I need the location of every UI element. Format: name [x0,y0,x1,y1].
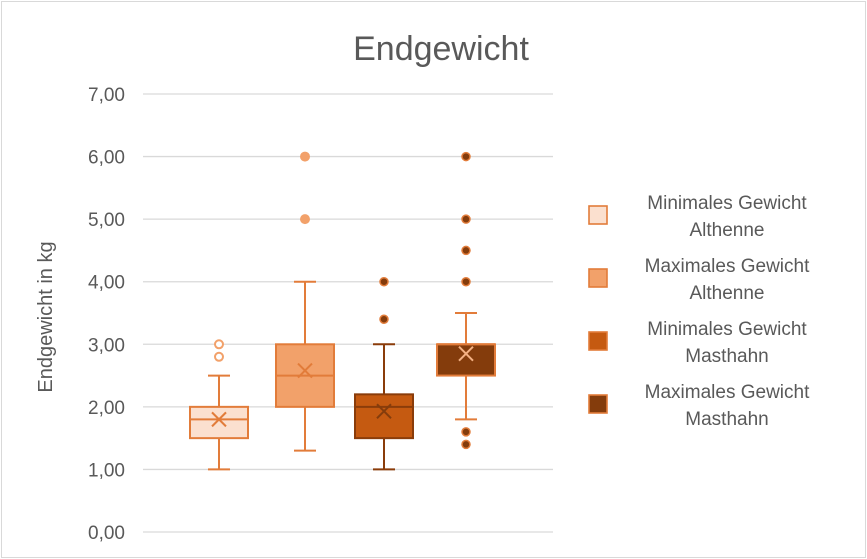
outlier-point [300,214,310,225]
y-tick-label: 2,00 [88,398,125,419]
mean-marker [297,362,313,379]
legend-item-4: Maximales Gewicht Masthahn [588,382,810,430]
outlier-point [214,339,224,350]
legend-swatch [588,331,608,351]
legend-item-3: Minimales Gewicht Masthahn [588,319,807,367]
outlier-point [300,151,310,162]
y-tick-label: 3,00 [88,335,125,356]
iqr-box [436,343,496,377]
legend-label: Minimales Gewicht [647,193,807,214]
box-2 [275,151,335,452]
outlier-point [461,439,471,450]
box-1 [189,339,249,471]
y-tick-label: 0,00 [88,523,125,544]
legend-label: Minimales Gewicht [647,319,807,340]
y-tick-label: 1,00 [88,460,125,481]
legend-item-2: Maximales Gewicht Althenne [588,256,810,304]
outlier-point [214,351,224,362]
outlier-point [379,314,389,325]
outlier-point [461,151,471,162]
outlier-point [461,245,471,256]
y-tick-label: 5,00 [88,210,125,231]
y-tick-label: 7,00 [88,85,125,106]
box-4 [436,151,496,450]
legend-swatch [588,394,608,414]
outlier-point [379,276,389,287]
outlier-point [461,427,471,437]
y-tick-label: 6,00 [88,148,125,169]
legend-label: Maximales Gewicht [645,382,810,403]
mean-marker [376,403,392,419]
legend-label: Althenne [689,220,764,241]
outlier-point [461,276,471,287]
iqr-box [354,393,414,440]
y-tick-label: 4,00 [88,273,125,294]
box-3 [354,276,414,471]
mean-marker [458,345,474,362]
chart-title: Endgewicht [353,30,529,68]
legend-item-1: Minimales Gewicht Althenne [588,193,807,241]
iqr-box [189,405,249,440]
y-axis-label: Endgewicht in kg [35,241,57,392]
legend-swatch [588,268,608,288]
y-axis-ticks: 0,00 1,00 2,00 3,00 4,00 5,00 6,00 7,00 [88,85,125,544]
legend-label: Maximales Gewicht [645,256,810,277]
legend-label: Althenne [689,283,764,304]
legend-label: Masthahn [685,346,768,367]
outlier-point [461,214,471,224]
legend-label: Masthahn [685,409,768,430]
gridlines [143,93,553,533]
legend-swatch [588,205,608,225]
mean-marker [211,411,227,428]
box-series [189,151,496,471]
